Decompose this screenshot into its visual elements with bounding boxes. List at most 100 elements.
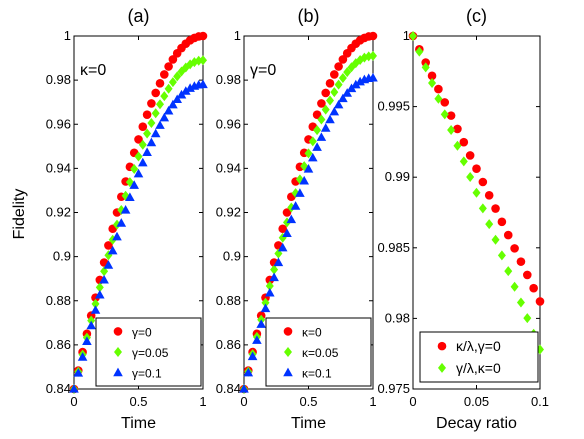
data-point (121, 190, 130, 201)
y-tick-label: 0.88 (46, 293, 71, 308)
y-tick-label: 0.96 (216, 116, 241, 131)
panel-b: 0.84 0.86 0.88 0.9 0.92 0.94 0.96 0.98 1 0 0.5 1 (b)… (216, 6, 378, 432)
y-tick-label: 0.92 (46, 205, 71, 220)
data-point (338, 72, 347, 83)
y-tick-label: 0.92 (216, 205, 241, 220)
legend-label: κ=0.05 (302, 346, 339, 360)
data-point (151, 108, 160, 119)
data-point (299, 175, 309, 185)
y-tick-label: 0.96 (46, 116, 71, 131)
data-point (173, 71, 182, 82)
data-point (472, 187, 481, 198)
y-tick-label: 0.9 (53, 249, 71, 264)
y-tick-label: 0.94 (46, 160, 71, 175)
data-point (129, 180, 139, 189)
data-point (278, 224, 288, 234)
data-point (510, 244, 519, 253)
y-tick-label: 0.84 (46, 381, 71, 396)
data-point (447, 125, 456, 136)
data-point (338, 93, 348, 103)
panel-annotation: κ=0 (80, 62, 106, 79)
data-point (338, 55, 348, 64)
data-point (261, 297, 270, 308)
data-point (256, 319, 266, 328)
data-point (138, 122, 148, 131)
legend-label: γ=0.1 (132, 367, 162, 381)
data-point (325, 114, 335, 124)
data-point (510, 281, 519, 292)
x-axis-label: Time (291, 415, 326, 432)
data-point (308, 152, 318, 162)
data-point (87, 315, 96, 326)
y-tick-label: 0.98 (216, 72, 241, 87)
data-point (368, 72, 378, 82)
data-point (159, 112, 170, 122)
data-point (334, 62, 343, 71)
data-point (478, 177, 488, 187)
data-point (168, 55, 178, 64)
data-point (465, 151, 475, 160)
data-point (168, 99, 178, 109)
legend: γ=0 γ=0.05 γ=0.1 (95, 317, 202, 387)
legend-label: κ/λ,γ=0 (456, 338, 501, 354)
data-point (147, 99, 156, 108)
data-point (116, 218, 127, 227)
data-point (317, 99, 326, 108)
data-point (142, 110, 152, 119)
data-point (120, 205, 131, 214)
data-point (497, 250, 506, 261)
data-point (317, 114, 326, 125)
data-point (287, 202, 296, 213)
data-point (491, 234, 500, 245)
y-tick-label: 0.98 (46, 72, 71, 87)
data-point (321, 88, 331, 98)
data-point (82, 336, 92, 345)
data-point (91, 298, 100, 309)
data-point (104, 241, 113, 250)
legend-label: κ=0 (302, 325, 322, 339)
data-point (484, 190, 494, 200)
data-point (535, 297, 545, 306)
data-point (134, 151, 143, 162)
data-point (326, 95, 334, 106)
data-point (198, 31, 208, 41)
data-point (440, 109, 449, 120)
data-point (312, 142, 322, 151)
data-point (247, 351, 258, 361)
data-point (73, 368, 84, 377)
data-point (95, 282, 104, 293)
data-point (260, 303, 271, 313)
legend-label: γ=0.05 (132, 346, 169, 360)
data-point (252, 335, 262, 344)
y-tick-label: 1 (234, 28, 241, 43)
data-point (308, 136, 317, 147)
legend-box (419, 331, 539, 383)
x-tick-label: 0.5 (299, 394, 317, 409)
x-tick-label: 0.05 (464, 394, 489, 409)
legend-marker (284, 347, 292, 357)
data-point (156, 99, 164, 110)
data-point (168, 77, 177, 88)
data-point (86, 320, 96, 330)
data-point (155, 120, 165, 129)
data-point (164, 62, 173, 71)
data-point (434, 84, 443, 94)
data-point (428, 78, 437, 89)
data-point (269, 272, 279, 282)
panel-title: (c) (466, 6, 487, 26)
y-tick-label: 0.985 (377, 240, 410, 255)
y-tick-label: 0.86 (216, 337, 241, 352)
panel-title: (a) (128, 6, 150, 26)
y-tick-label: 0.9 (223, 249, 241, 264)
data-point (77, 352, 88, 361)
data-point (440, 98, 450, 107)
data-point (163, 105, 174, 115)
data-point (164, 83, 173, 94)
legend-marker (283, 327, 293, 336)
data-point (312, 110, 322, 119)
data-point (138, 157, 148, 167)
legend-label: γ/λ,κ=0 (456, 360, 501, 376)
data-point (303, 164, 314, 173)
data-point (172, 94, 182, 104)
data-point (523, 313, 532, 324)
